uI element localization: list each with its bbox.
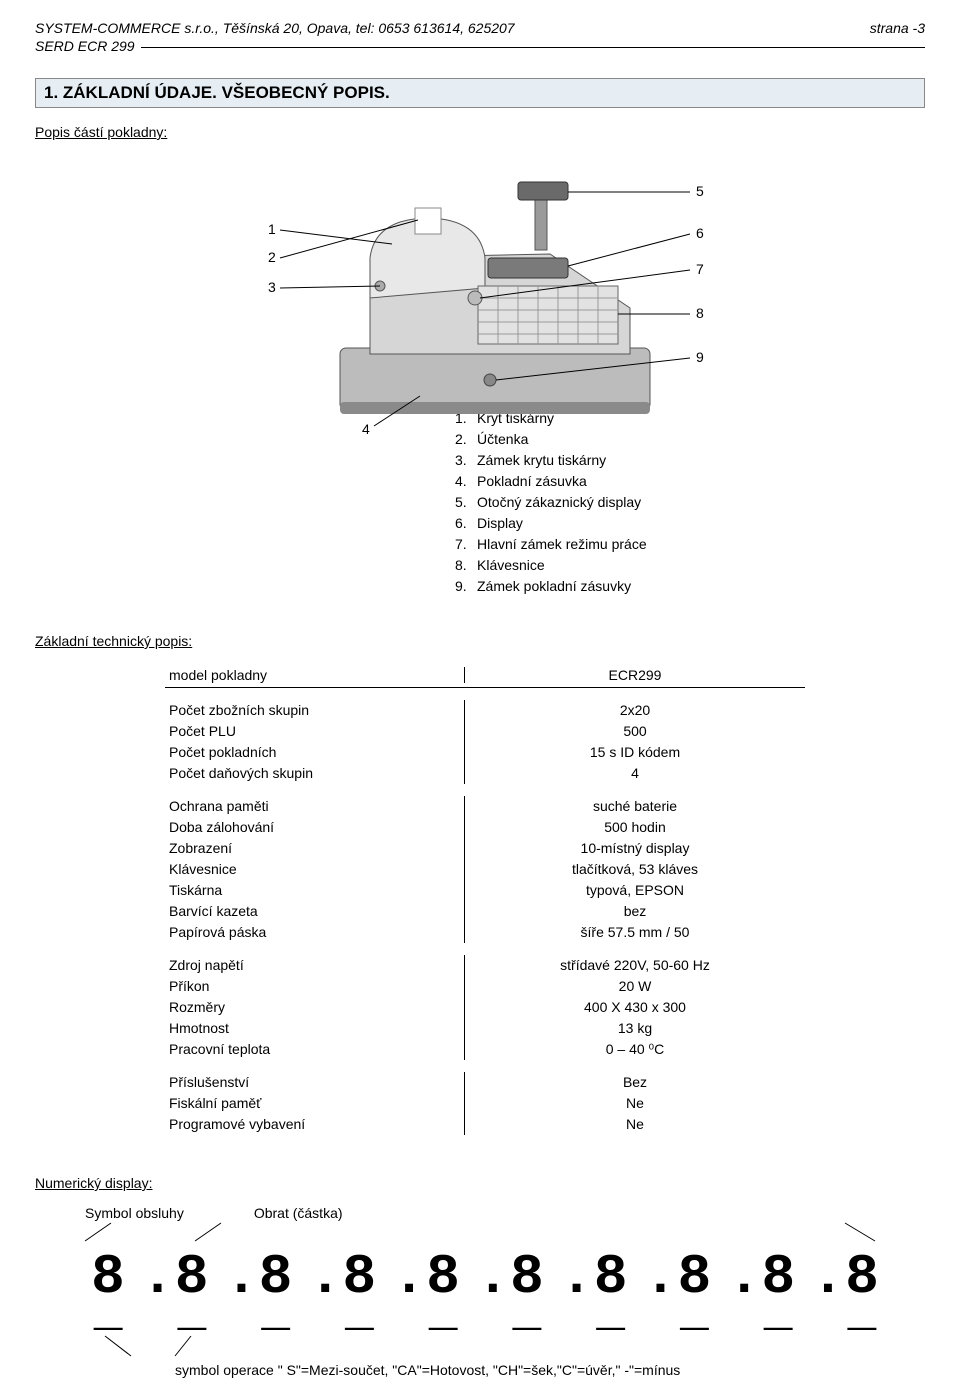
seg-digit: 8: [662, 1249, 728, 1305]
parts-list-item: 5.Otočný zákaznický display: [455, 492, 925, 513]
header-page-number: strana -3: [870, 20, 925, 36]
tech-spec-row: Barvící kazetabez: [165, 901, 805, 922]
seg-digit: 8: [578, 1249, 644, 1305]
svg-text:4: 4: [362, 421, 370, 437]
seg-digit: 8: [159, 1249, 225, 1305]
svg-text:6: 6: [696, 225, 704, 241]
seg-underscore: _: [243, 1299, 309, 1328]
seg-separator: .: [392, 1249, 410, 1305]
tech-spec-row: Papírová páskašíře 57.5 mm / 50: [165, 922, 805, 943]
header-company: SYSTEM-COMMERCE s.r.o., Těšínská 20, Opa…: [35, 20, 515, 36]
tech-heading: Základní technický popis:: [35, 633, 925, 649]
header-product: SERD ECR 299: [35, 38, 141, 54]
svg-text:3: 3: [268, 279, 276, 295]
tech-spec-row: Hmotnost13 kg: [165, 1018, 805, 1039]
seg-underscore: _: [326, 1299, 392, 1328]
tech-spec-row: Příkon20 W: [165, 976, 805, 997]
tech-table: model pokladny ECR299 Počet zbožních sku…: [165, 667, 805, 1135]
seg-underscore: _: [745, 1299, 811, 1328]
label-obrat: Obrat (částka): [254, 1205, 343, 1221]
seg-digit: 8: [326, 1249, 392, 1305]
seg-separator: .: [225, 1249, 243, 1305]
header-rule: [141, 35, 925, 48]
seg-digit: 8: [745, 1249, 811, 1305]
seg-digit: 8: [243, 1249, 309, 1305]
tech-spec-row: PříslušenstvíBez: [165, 1072, 805, 1093]
parts-list-item: 6.Display: [455, 513, 925, 534]
seg-digit: 8: [494, 1249, 560, 1305]
seg-underscore: _: [829, 1299, 895, 1328]
parts-list-item: 3.Zámek krytu tiskárny: [455, 450, 925, 471]
svg-text:2: 2: [268, 249, 276, 265]
seg-underscore: _: [410, 1299, 476, 1328]
tech-model-value: ECR299: [465, 667, 805, 683]
tech-spec-row: Programové vybaveníNe: [165, 1114, 805, 1135]
section-title: 1. ZÁKLADNÍ ÚDAJE. VŠEOBECNÝ POPIS.: [35, 78, 925, 108]
svg-text:8: 8: [696, 305, 704, 321]
tech-spec-row: Počet zbožních skupin2x20: [165, 700, 805, 721]
seg-separator: .: [141, 1249, 159, 1305]
seg-digit: 8: [829, 1249, 895, 1305]
seg-digit: 8: [410, 1249, 476, 1305]
seg-underscore: _: [159, 1299, 225, 1328]
tech-spec-row: Rozměry400 X 430 x 300: [165, 997, 805, 1018]
seg-separator: .: [727, 1249, 745, 1305]
svg-text:9: 9: [696, 349, 704, 365]
label-symbol-obsluhy: Symbol obsluhy: [85, 1205, 184, 1221]
svg-text:7: 7: [696, 261, 704, 277]
seg-separator: .: [811, 1249, 829, 1305]
seg-underscore: _: [494, 1299, 560, 1328]
display-top-pointers: [75, 1221, 895, 1243]
numeric-display-heading: Numerický display:: [35, 1175, 925, 1191]
seg-separator: .: [476, 1249, 494, 1305]
svg-text:1: 1: [268, 221, 276, 237]
parts-list-item: 4.Pokladní zásuvka: [455, 471, 925, 492]
tech-spec-row: Zobrazení10-místný display: [165, 838, 805, 859]
tech-model-label: model pokladny: [165, 667, 465, 683]
parts-list-item: 8.Klávesnice: [455, 555, 925, 576]
tech-spec-row: Počet daňových skupin4: [165, 763, 805, 784]
seg-underscore: _: [75, 1299, 141, 1328]
seg-digit: 8: [75, 1249, 141, 1305]
seg-underscore: _: [578, 1299, 644, 1328]
svg-text:5: 5: [696, 183, 704, 199]
display-bottom-caption: symbol operace " S"=Mezi-součet, "CA"=Ho…: [175, 1362, 925, 1378]
seg-separator: .: [644, 1249, 662, 1305]
tech-spec-row: Zdroj napětístřídavé 220V, 50-60 Hz: [165, 955, 805, 976]
tech-spec-row: Doba zálohování500 hodin: [165, 817, 805, 838]
seg-separator: .: [308, 1249, 326, 1305]
tech-spec-row: Počet PLU500: [165, 721, 805, 742]
parts-list-item: 7.Hlavní zámek režimu práce: [455, 534, 925, 555]
tech-spec-row: Ochrana pamětisuché baterie: [165, 796, 805, 817]
tech-spec-row: Tiskárnatypová, EPSON: [165, 880, 805, 901]
seg-underscore: _: [661, 1299, 727, 1328]
tech-spec-row: Klávesnicetlačítková, 53 kláves: [165, 859, 805, 880]
tech-spec-row: Fiskální paměťNe: [165, 1093, 805, 1114]
parts-heading: Popis částí pokladny:: [35, 124, 925, 140]
cash-register-diagram: 1 2 3 4 5 6 7 8 9: [220, 158, 740, 438]
seven-segment-display: 8.8.8.8.8.8.8.8.8.8 __________: [75, 1249, 895, 1358]
tech-spec-row: Pracovní teplota0 – 40 ⁰C: [165, 1039, 805, 1060]
tech-spec-row: Počet pokladních15 s ID kódem: [165, 742, 805, 763]
seg-separator: .: [560, 1249, 578, 1305]
parts-list-item: 9.Zámek pokladní zásuvky: [455, 576, 925, 597]
